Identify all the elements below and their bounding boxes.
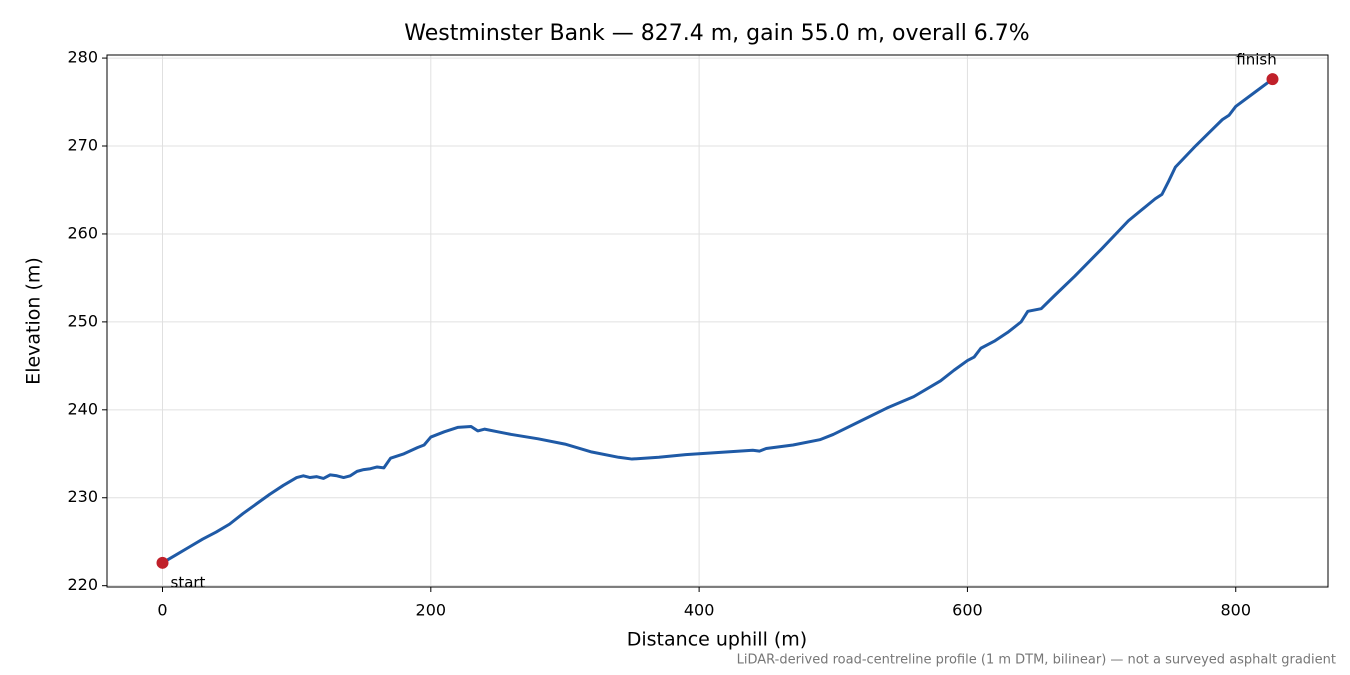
x-tick-label: 0: [157, 601, 167, 620]
y-tick-label: 260: [67, 223, 98, 242]
x-tick-label: 200: [416, 601, 447, 620]
endpoint-marker: [156, 556, 169, 569]
annotation: start: [171, 573, 206, 591]
elevation-line: [161, 77, 1274, 565]
footnote: LiDAR-derived road-centreline profile (1…: [737, 653, 1336, 668]
y-axis-label: Elevation (m): [23, 257, 45, 385]
x-tick-label: 400: [684, 601, 715, 620]
y-tick-label: 230: [67, 487, 98, 506]
x-tick-label: 800: [1220, 601, 1251, 620]
y-tick-label: 220: [67, 575, 98, 594]
y-tick-label: 280: [67, 48, 98, 67]
y-tick-label: 240: [67, 399, 98, 418]
endpoint-marker: [1266, 73, 1279, 86]
y-tick-label: 270: [67, 136, 98, 155]
plot-frame: [106, 54, 1329, 588]
y-tick-label: 250: [67, 311, 98, 330]
chart-title: Westminster Bank — 827.4 m, gain 55.0 m,…: [404, 21, 1029, 46]
x-axis-label: Distance uphill (m): [627, 629, 807, 651]
x-tick-label: 600: [952, 601, 983, 620]
annotation: finish: [1236, 51, 1276, 69]
